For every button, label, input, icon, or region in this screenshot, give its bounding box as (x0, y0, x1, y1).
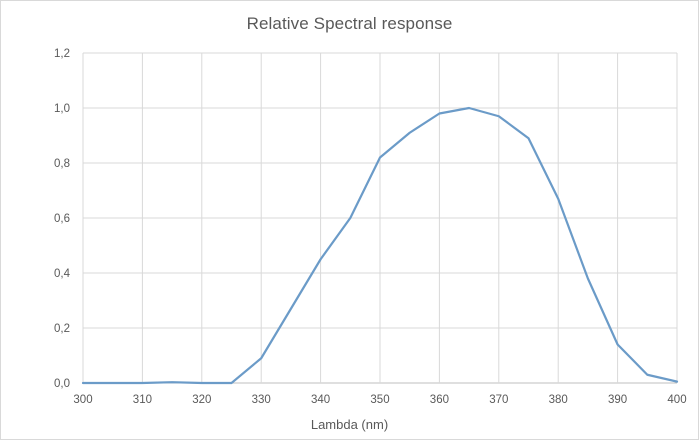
x-tick-label: 340 (311, 394, 330, 406)
x-tick-labels: 300 310 320 330 340 350 360 370 380 390 400 (73, 394, 686, 406)
series-line (81, 106, 679, 385)
series-group (81, 106, 679, 385)
x-tick-label: 360 (430, 394, 449, 406)
chart-title: Relative Spectral response (246, 14, 453, 33)
x-tick-label: 350 (370, 394, 389, 406)
y-tick-label: 0,8 (54, 158, 70, 170)
y-tick-label: 0,2 (54, 323, 70, 335)
x-tick-label: 380 (549, 394, 568, 406)
x-tick-label: 400 (667, 394, 686, 406)
x-tick-label: 370 (489, 394, 508, 406)
x-tick-label: 300 (73, 394, 92, 406)
x-tick-label: 390 (608, 394, 627, 406)
x-axis-label: Lambda (nm) (310, 417, 389, 432)
x-tick-label: 310 (133, 394, 152, 406)
x-gridlines (82, 53, 678, 383)
y-tick-labels: 0,0 0,2 0,4 0,6 0,8 1,0 1,2 (54, 48, 71, 390)
y-tick-label: 0,6 (54, 213, 70, 225)
y-tick-label: 0,4 (54, 268, 71, 280)
y-tick-label: 1,2 (54, 48, 70, 60)
x-tick-label: 330 (252, 394, 271, 406)
y-tick-label: 0,0 (54, 378, 70, 390)
y-tick-label: 1,0 (54, 103, 70, 115)
x-tick-label: 320 (192, 394, 211, 406)
